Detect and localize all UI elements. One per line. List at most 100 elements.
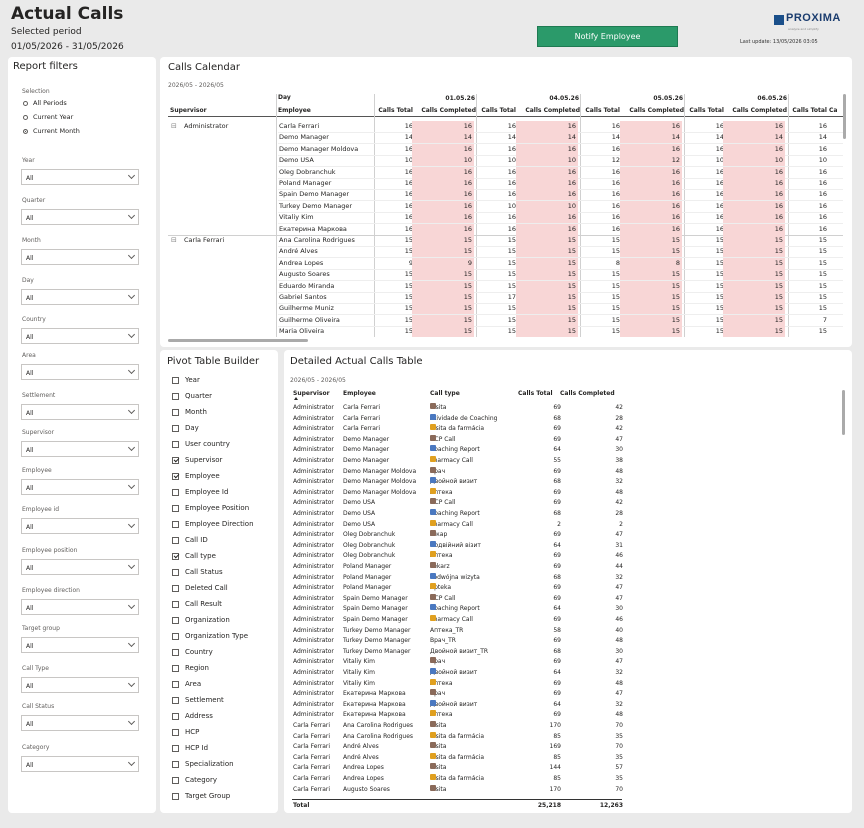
table-row[interactable]: Administrator Vitaliy Kim Врач 69 47 — [292, 657, 623, 667]
chevron-down-icon[interactable] — [127, 330, 136, 339]
checkbox-icon[interactable] — [172, 408, 179, 416]
filter-dropdown-month[interactable]: All — [21, 249, 139, 265]
checkbox-icon[interactable] — [172, 616, 179, 624]
table-row[interactable]: Administrator Oleg Dobranchuk Подвійний ві… — [292, 540, 623, 551]
table-row[interactable]: Administrator Demo USA Pharmacy Call 2 2 — [292, 519, 623, 530]
table-row[interactable]: Administrator Екатерина Маркова Врач 69 47 — [292, 689, 623, 699]
table-row[interactable]: Carla Ferrari Andrea Lopes Visita 144 57 — [292, 763, 623, 773]
filter-dropdown-target-group[interactable]: All — [21, 637, 139, 653]
chevron-down-icon[interactable] — [127, 481, 136, 490]
filter-dropdown-country[interactable]: All — [21, 328, 139, 344]
pivot-option-quarter[interactable]: Quarter — [172, 392, 212, 400]
pivot-option-area[interactable]: Area — [172, 680, 201, 688]
pivot-option-settlement[interactable]: Settlement — [172, 696, 224, 704]
table-row[interactable]: Administrator Vitaliy Kim Аптека 69 48 — [292, 678, 623, 689]
radio-current-year[interactable]: Current Year — [23, 113, 73, 121]
table-row[interactable]: Administrator Екатерина Маркова Двойной ви… — [292, 699, 623, 710]
checkbox-icon[interactable] — [172, 472, 179, 480]
chevron-down-icon[interactable] — [127, 291, 136, 300]
table-row[interactable]: Administrator Demo USA Coaching Report 68 28 — [292, 509, 623, 519]
collapse-icon[interactable]: ⊟ — [171, 236, 177, 244]
table-row[interactable]: Carla Ferrari André Alves Visita 169 70 — [292, 742, 623, 752]
table-row[interactable]: Administrator Demo Manager Moldova Врач 69 4… — [292, 466, 623, 477]
notify-employee-button[interactable]: Notify Employee — [537, 26, 678, 47]
filter-dropdown-year[interactable]: All — [21, 169, 139, 185]
checkbox-icon[interactable] — [172, 696, 179, 704]
filter-dropdown-call-type[interactable]: All — [21, 677, 139, 693]
radio-all-periods[interactable]: All Periods — [23, 99, 67, 107]
checkbox-icon[interactable] — [172, 440, 179, 448]
table-row[interactable]: Carla Ferrari Ana Carolina Rodrigues Visit… — [292, 721, 623, 731]
pivot-option-supervisor[interactable]: Supervisor — [172, 456, 222, 464]
pivot-option-deleted-call[interactable]: Deleted Call — [172, 584, 228, 592]
checkbox-icon[interactable] — [172, 488, 179, 496]
pivot-option-hcp-id[interactable]: HCP Id — [172, 744, 208, 752]
pivot-option-organization[interactable]: Organization — [172, 616, 230, 624]
radio-dot-icon[interactable] — [23, 100, 28, 106]
pivot-option-address[interactable]: Address — [172, 712, 213, 720]
table-row[interactable]: Carla Ferrari André Alves Visita da farmác… — [292, 752, 623, 763]
pivot-option-country[interactable]: Country — [172, 648, 213, 656]
chevron-down-icon[interactable] — [127, 366, 136, 375]
col-header-supervisor[interactable]: Supervisor — [293, 390, 330, 397]
chevron-down-icon[interactable] — [127, 443, 136, 452]
chevron-down-icon[interactable] — [127, 717, 136, 726]
chevron-down-icon[interactable] — [127, 639, 136, 648]
sort-ascending-icon[interactable] — [294, 397, 298, 400]
table-row[interactable]: Administrator Demo Manager Pharmacy Call 55… — [292, 456, 623, 466]
pivot-option-employee-position[interactable]: Employee Position — [172, 504, 249, 512]
table-row[interactable]: Administrator Carla Ferrari Visita da farm… — [292, 424, 623, 434]
table-row[interactable]: Administrator Demo Manager Moldova Двойной… — [292, 477, 623, 487]
pivot-option-hcp[interactable]: HCP — [172, 728, 199, 736]
calls-calendar-table[interactable]: Day Supervisor Employee 01.05.26 04.05.26 05.… — [168, 94, 843, 337]
pivot-option-call-type[interactable]: Call type — [172, 552, 216, 560]
checkbox-icon[interactable] — [172, 744, 179, 752]
filter-dropdown-quarter[interactable]: All — [21, 209, 139, 225]
table-row[interactable]: Administrator Demo Manager Moldova Аптека 6… — [292, 487, 623, 498]
chevron-down-icon[interactable] — [127, 679, 136, 688]
filter-dropdown-supervisor[interactable]: All — [21, 441, 139, 457]
table-row[interactable]: Administrator Carla Ferrari Atividade de C… — [292, 413, 623, 424]
checkbox-icon[interactable] — [172, 504, 179, 512]
checkbox-icon[interactable] — [172, 376, 179, 384]
chevron-down-icon[interactable] — [127, 758, 136, 767]
checkbox-icon[interactable] — [172, 424, 179, 432]
checkbox-icon[interactable] — [172, 664, 179, 672]
checkbox-icon[interactable] — [172, 776, 179, 784]
filter-dropdown-employee-position[interactable]: All — [21, 559, 139, 575]
chevron-down-icon[interactable] — [127, 601, 136, 610]
col-header-calls-completed[interactable]: Calls Completed — [560, 390, 615, 397]
checkbox-icon[interactable] — [172, 552, 179, 560]
table-row[interactable]: Administrator Poland Manager Podwójna wizy… — [292, 572, 623, 583]
pivot-option-call-id[interactable]: Call ID — [172, 536, 208, 544]
table-row[interactable]: Administrator Demo Manager HCP Call 69 47 — [292, 434, 623, 445]
chevron-down-icon[interactable] — [127, 520, 136, 529]
table-row[interactable]: Administrator Demo Manager Coaching Report… — [292, 445, 623, 455]
checkbox-icon[interactable] — [172, 792, 179, 800]
filter-dropdown-employee-id[interactable]: All — [21, 518, 139, 534]
filter-dropdown-settlement[interactable]: All — [21, 404, 139, 420]
filter-dropdown-day[interactable]: All — [21, 289, 139, 305]
table-row[interactable]: Administrator Екатерина Маркова Аптека 69 48 — [292, 710, 623, 720]
checkbox-icon[interactable] — [172, 392, 179, 400]
filter-dropdown-employee[interactable]: All — [21, 479, 139, 495]
radio-dot-icon[interactable] — [23, 128, 28, 134]
pivot-option-specialization[interactable]: Specialization — [172, 760, 234, 768]
checkbox-icon[interactable] — [172, 568, 179, 576]
pivot-option-employee-direction[interactable]: Employee Direction — [172, 520, 254, 528]
checkbox-icon[interactable] — [172, 680, 179, 688]
radio-current-month[interactable]: Current Month — [23, 127, 80, 135]
pivot-option-category[interactable]: Category — [172, 776, 217, 784]
table-row[interactable]: Administrator Turkey Demo Manager Двойной … — [292, 647, 623, 657]
col-header-calls-total[interactable]: Calls Total — [518, 390, 553, 397]
table-row[interactable]: Administrator Poland Manager Apteka 69 47 — [292, 583, 623, 593]
pivot-option-day[interactable]: Day — [172, 424, 199, 432]
chevron-down-icon[interactable] — [127, 406, 136, 415]
pivot-option-call-result[interactable]: Call Result — [172, 600, 222, 608]
table-row[interactable]: Administrator Spain Demo Manager Coaching … — [292, 604, 623, 614]
table-row[interactable]: Administrator Spain Demo Manager HCP Call 6… — [292, 593, 623, 604]
table-row[interactable]: Administrator Oleg Dobranchuk Аптека 69 46 — [292, 551, 623, 561]
filter-dropdown-employee-direction[interactable]: All — [21, 599, 139, 615]
table-row[interactable]: Administrator Poland Manager Lekarz 69 44 — [292, 562, 623, 572]
checkbox-icon[interactable] — [172, 536, 179, 544]
